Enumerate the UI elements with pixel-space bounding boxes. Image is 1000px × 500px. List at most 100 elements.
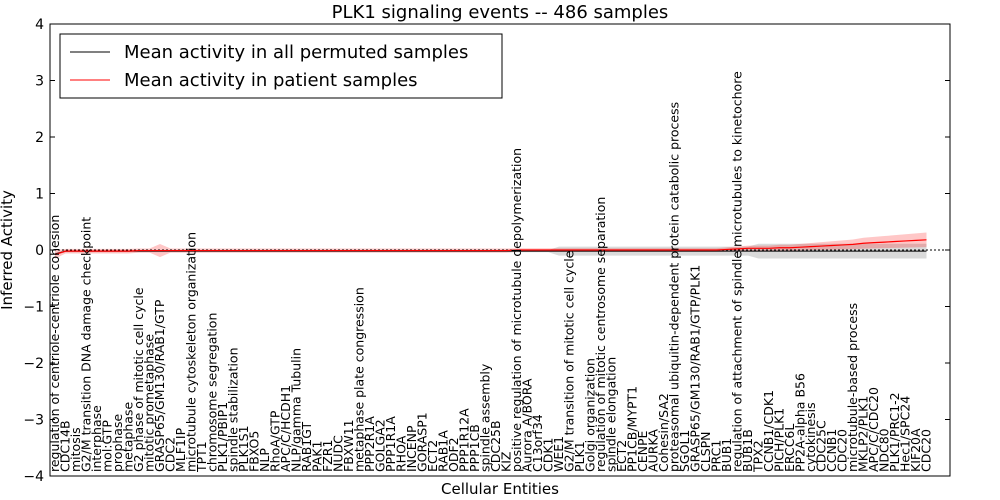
y-tick-label: 3: [35, 74, 44, 90]
x-tick-label: NUDC: [331, 435, 346, 472]
x-tick-label: Cohesin/SA2: [656, 393, 671, 472]
x-tick-label: CDC2: [163, 437, 178, 472]
x-tick-label: CDC20: [919, 429, 934, 472]
x-tick-label: PICH/PLK1: [772, 408, 787, 472]
x-tick-label: CLSPN: [698, 431, 713, 472]
x-tick-label: KIZ: [499, 452, 514, 472]
legend-label-permuted: Mean activity in all permuted samples: [124, 42, 468, 63]
x-tick-label: G2/M transition of mitotic cell cycle: [562, 250, 577, 472]
x-tick-label: mitotic prometaphase: [142, 334, 157, 472]
x-tick-label: metaphase plate congression: [352, 287, 367, 472]
x-tick-label: ECT2: [425, 440, 440, 472]
x-tick-label: KIF20A: [908, 428, 923, 472]
x-tick-label: PLK1S1: [236, 425, 251, 472]
x-tick-label: WEE1: [551, 436, 566, 472]
x-tick-label: GOLGA2: [373, 419, 388, 472]
x-tick-label: mol:GTP: [100, 420, 115, 472]
x-tick-label: interphase: [89, 405, 104, 472]
x-tick-label: spindle elongation: [604, 357, 619, 472]
x-tick-label: cytokinesis: [803, 402, 818, 472]
x-tick-label: CDC25B: [488, 420, 503, 472]
y-tick-label: −1: [23, 300, 44, 316]
x-tick-label: APC/C/HCDH1: [278, 385, 293, 472]
x-tick-label: CDC25C: [814, 420, 829, 472]
x-tick-label: GRASP65/GM130/RAB1/GTP: [152, 299, 167, 472]
x-tick-label: PLK1/PRC1-2: [887, 392, 902, 472]
x-tick-label: ODF2: [446, 437, 461, 472]
x-tick-label: G2 phase of mitotic cell cycle: [131, 287, 146, 472]
legend-label-patient: Mean activity in patient samples: [124, 70, 418, 91]
x-tick-label: TPT1: [194, 441, 209, 473]
x-tick-label: MKLP2/PLK1: [856, 396, 871, 472]
x-tick-label: PPP1CB: [467, 424, 482, 472]
series-lines: [50, 239, 950, 256]
x-tick-label: BUB1: [719, 438, 734, 472]
y-tick-label: 2: [35, 130, 44, 146]
x-tick-label: CCNB1/CDK1: [761, 390, 776, 472]
x-tick-label: NLP/gamma Tubulin: [289, 348, 304, 472]
series-line-patient: [54, 239, 927, 256]
x-tick-label: TPX2: [751, 440, 766, 473]
x-tick-label: RAB1GT: [299, 422, 314, 472]
x-tick-label: regulation of centriole-centriole cohesi…: [47, 215, 62, 472]
x-tick-label: G2/M transition DNA damage checkpoint: [79, 217, 94, 472]
x-axis-label: Cellular Entities: [441, 480, 559, 498]
legend: Mean activity in all permuted samples Me…: [59, 33, 503, 99]
x-tick-label: Aurora A/BORA: [520, 378, 535, 472]
patient-band: [55, 232, 927, 259]
x-tick-label: PP1CB/MYPT1: [625, 386, 640, 472]
x-tick-label: NDC80: [877, 428, 892, 472]
x-tick-label: INCENP: [404, 425, 419, 472]
x-tick-label: CDC14B: [58, 420, 73, 472]
x-tick-label: MLF1IP: [173, 427, 188, 472]
y-axis-label: Inferred Activity: [0, 190, 16, 310]
x-tick-label: microtubule-based process: [845, 303, 860, 472]
x-tick-label: PPP1R12A: [457, 408, 472, 472]
plot-frame: [49, 23, 951, 477]
chart-title: PLK1 signaling events -- 486 samples: [332, 2, 669, 23]
x-tick-label: spindle stabilization: [226, 347, 241, 472]
x-tick-label: BUB1B: [740, 429, 755, 472]
x-tick-label: GORASP1: [415, 412, 430, 472]
x-tick-labels: regulation of centriole-centriole cohesi…: [47, 71, 934, 473]
x-tick-label: mitosis: [68, 427, 83, 472]
x-tick-label: RAB1A: [436, 430, 451, 472]
x-tick-label: PLK1/PBIP1: [215, 402, 230, 472]
x-tick-label: proteasomal ubiquitin-dependent protein …: [667, 102, 682, 472]
x-tick-label: metaphase: [121, 402, 136, 472]
x-tick-label: regulation of mitotic centrosome separat…: [593, 197, 608, 472]
x-tick-label: spindle assembly: [478, 363, 493, 472]
x-tick-label: prophase: [110, 414, 125, 472]
y-tick-label: −2: [23, 356, 44, 372]
y-tick-label: −3: [23, 413, 44, 429]
x-tick-label: C13orf34: [530, 414, 545, 472]
x-tick-label: RhoA/GTP: [268, 410, 283, 472]
x-tick-label: NLP: [257, 448, 272, 472]
y-tick-label: −4: [23, 469, 44, 485]
x-tick-label: APC/C/CDC20: [866, 387, 881, 472]
y-tick-label: 0: [35, 243, 44, 259]
x-tick-label: PAK1: [310, 441, 325, 472]
x-tick-label: AURKA: [646, 429, 661, 472]
x-tick-label: CDK1: [541, 437, 556, 472]
x-tick-label: FBXO5: [247, 431, 262, 472]
legend-box: [59, 33, 503, 99]
x-tick-label: PPP2R1A: [362, 416, 377, 472]
x-tick-label: regulation of attachment of spindle micr…: [730, 71, 745, 472]
y-tick-label: 4: [35, 17, 44, 33]
y-tick-label: 1: [35, 187, 44, 203]
x-tick-label: PPP1R1A: [383, 416, 398, 472]
x-tick-label: PLK1: [572, 441, 587, 472]
x-tick-label: FZR1: [320, 440, 335, 472]
x-tick-label: GRASP65/GM130/RAB1/GTP/PLK1: [688, 265, 703, 472]
x-tick-label: CDC20: [835, 429, 850, 472]
x-tick-label: SGOL1: [677, 430, 692, 472]
x-tick-label: ERCC6L: [782, 424, 797, 472]
x-tick-label: positive regulation of microtubule depol…: [509, 148, 524, 472]
x-tick-label: RHOA: [394, 435, 409, 472]
x-tick-label: CCNB1: [824, 429, 839, 472]
x-tick-label: microtubule cytoskeleton organization: [184, 232, 199, 472]
x-tick-label: FBXW11: [341, 419, 356, 472]
x-tick-label: Hec1/SPC24: [898, 396, 913, 472]
